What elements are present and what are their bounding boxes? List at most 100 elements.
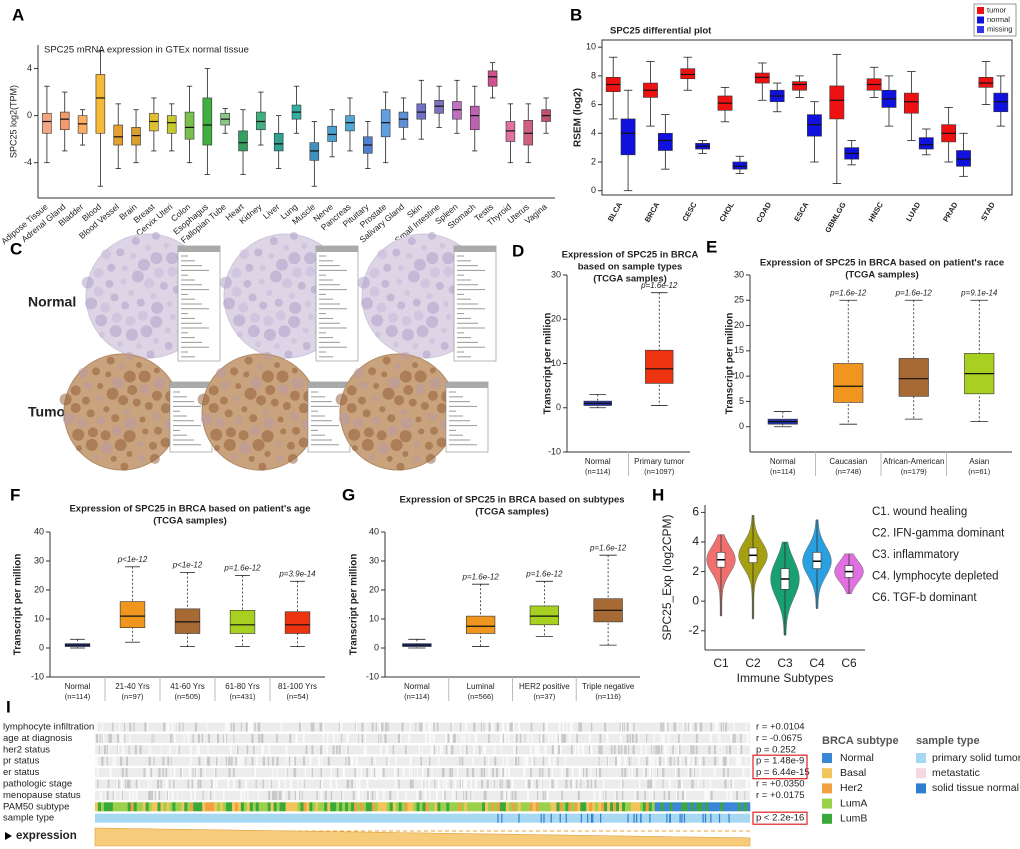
track-stripe <box>649 813 651 823</box>
track-stripe <box>124 733 126 743</box>
track-stripe <box>663 745 666 755</box>
track-stripe <box>394 768 397 778</box>
track-stripe <box>555 779 558 789</box>
track-stripe <box>197 733 200 743</box>
track-stripe <box>696 802 700 812</box>
track-stripe <box>231 802 236 812</box>
track-stripe <box>129 722 132 732</box>
tissue-texture <box>421 244 427 251</box>
p-value-label: p=1.6e-12 <box>829 288 867 297</box>
track-stripe <box>462 790 464 800</box>
x-tick-label: Primary tumor <box>634 457 685 466</box>
tissue-texture <box>137 441 144 448</box>
track-stripe <box>246 745 249 755</box>
track-stripe <box>744 802 748 812</box>
track-stripe <box>106 802 111 812</box>
track-stripe <box>255 756 258 766</box>
track-stripe <box>117 745 120 755</box>
tissue-texture <box>351 445 358 452</box>
track-stripe <box>553 802 557 812</box>
track-stripe <box>95 756 97 766</box>
track-stripe <box>677 756 680 766</box>
tissue-texture <box>429 267 440 278</box>
tissue-texture <box>418 428 425 435</box>
tissue-texture <box>93 267 104 278</box>
y-axis-label: Transcript per million <box>543 313 554 415</box>
track-stripe <box>692 756 694 766</box>
track-stripe <box>274 790 276 800</box>
track-stripe <box>471 768 475 778</box>
track-stripe <box>190 790 192 800</box>
track-stripe <box>220 802 224 812</box>
track-stripe <box>203 733 205 743</box>
track-stripe <box>517 756 520 766</box>
y-tick-label: 2 <box>591 156 596 166</box>
track-stripe <box>702 756 705 766</box>
track-stripe <box>95 802 99 812</box>
tissue-texture <box>238 430 249 441</box>
tissue-texture <box>152 412 161 421</box>
track-stripe <box>635 733 638 743</box>
track-stripe <box>499 779 502 789</box>
track-stripe <box>309 802 313 812</box>
track-stripe <box>300 802 304 812</box>
track-stripe <box>162 768 164 778</box>
track-stat: r = +0.0104 <box>756 722 805 733</box>
tissue-texture <box>243 279 252 288</box>
track-stripe <box>702 802 706 812</box>
track-stripe <box>623 768 625 778</box>
tissue-texture <box>210 428 223 441</box>
tissue-texture <box>81 396 90 405</box>
track-stripe <box>648 790 650 800</box>
track-stripe <box>543 779 545 789</box>
legend-swatch <box>822 753 832 763</box>
tissue-texture <box>305 266 316 277</box>
tissue-texture <box>435 281 444 290</box>
track-stripe <box>294 768 297 778</box>
track-stripe <box>355 756 358 766</box>
tissue-texture <box>107 263 116 272</box>
track-stripe <box>649 756 652 766</box>
track-stripe <box>285 768 287 778</box>
track-stripe <box>130 802 135 812</box>
track-stripe <box>371 756 373 766</box>
track-stripe <box>196 733 198 743</box>
track-stripe <box>744 790 746 800</box>
track-stripe <box>230 756 233 766</box>
tissue-texture <box>387 312 398 323</box>
track-stripe <box>377 802 382 812</box>
chart-title: Expression of SPC25 in BRCA based on pat… <box>69 504 310 515</box>
legend-swatch <box>822 813 832 824</box>
track-stripe <box>447 745 450 755</box>
tissue-texture <box>153 267 164 278</box>
track-stripe <box>620 745 623 755</box>
tissue-texture <box>131 237 140 246</box>
track-stripe <box>381 722 384 732</box>
tissue-texture <box>167 266 178 277</box>
track-stripe <box>556 802 560 812</box>
track-stripe <box>657 802 661 812</box>
track-stripe <box>483 722 485 732</box>
track-stripe <box>99 745 100 755</box>
track-stripe <box>133 802 137 812</box>
track-stripe <box>496 802 501 812</box>
track-stripe <box>416 790 419 800</box>
track-stripe <box>553 756 556 766</box>
track-stripe <box>517 802 522 812</box>
tissue-texture <box>219 276 232 289</box>
track-stripe <box>217 756 219 766</box>
tissue-texture <box>160 437 171 448</box>
track-stripe <box>374 768 376 778</box>
tissue-texture <box>87 427 98 438</box>
tissue-texture <box>275 310 286 321</box>
track-stripe <box>667 722 669 732</box>
track-stat: p = 0.252 <box>756 744 796 755</box>
track-stripe <box>201 733 204 743</box>
track-stripe <box>490 802 495 812</box>
track-stripe <box>633 802 638 812</box>
tissue-texture <box>415 416 422 423</box>
track-stripe <box>174 722 176 732</box>
track-stripe <box>523 768 526 778</box>
tissue-texture <box>361 297 374 310</box>
box <box>680 68 696 80</box>
